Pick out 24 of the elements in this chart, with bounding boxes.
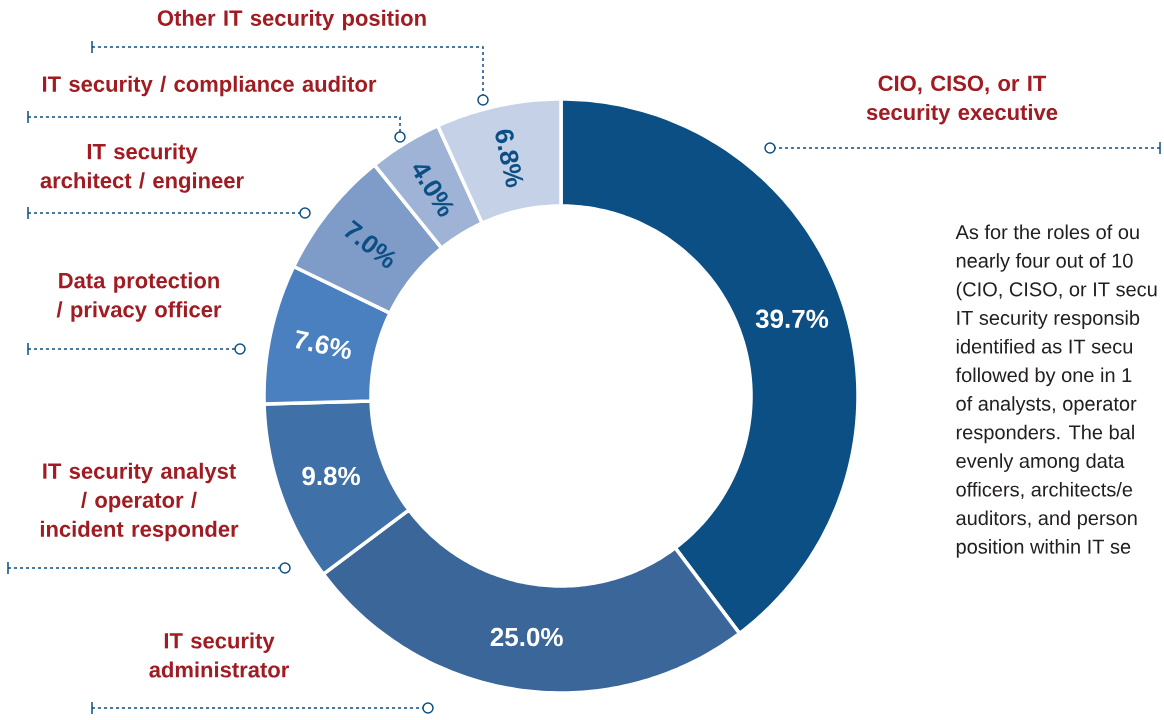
text: identified as IT secu <box>956 338 1133 354</box>
text: As for the roles of ou <box>955 224 1139 240</box>
text: IT security responsib <box>957 310 1140 329</box>
text: followed by one in 1 <box>955 367 1132 387</box>
data-label: 9.8% <box>302 466 360 486</box>
text: position within IT se <box>956 539 1131 558</box>
slice-label: IT security architect / engineer <box>40 143 244 193</box>
data-label: 7.6% <box>295 329 351 359</box>
slice-label: IT security administrator <box>149 632 289 678</box>
text: evenly among data <box>956 453 1125 472</box>
data-label: 6.8% <box>495 129 524 188</box>
slice-label: IT security analyst / operator / incident responder <box>40 462 239 542</box>
text: of analysts, operator <box>956 396 1137 415</box>
text: auditors, and person <box>956 510 1137 530</box>
text: nearly four out of 10 <box>956 253 1133 272</box>
data-label: 25.0% <box>490 627 563 647</box>
data-label: 39.7% <box>755 309 829 329</box>
text: (CIO, CISO, or IT secu <box>956 281 1157 301</box>
text: responders. The bal <box>956 424 1134 444</box>
slice-label: CIO, CISO, or IT security executive <box>866 75 1058 125</box>
slice-label: Data protection / privacy officer <box>56 272 222 322</box>
slice-label: IT security / compliance auditor <box>42 75 377 97</box>
slice-label: Other IT security position <box>157 9 426 31</box>
text: officers, architects/e <box>956 481 1133 499</box>
